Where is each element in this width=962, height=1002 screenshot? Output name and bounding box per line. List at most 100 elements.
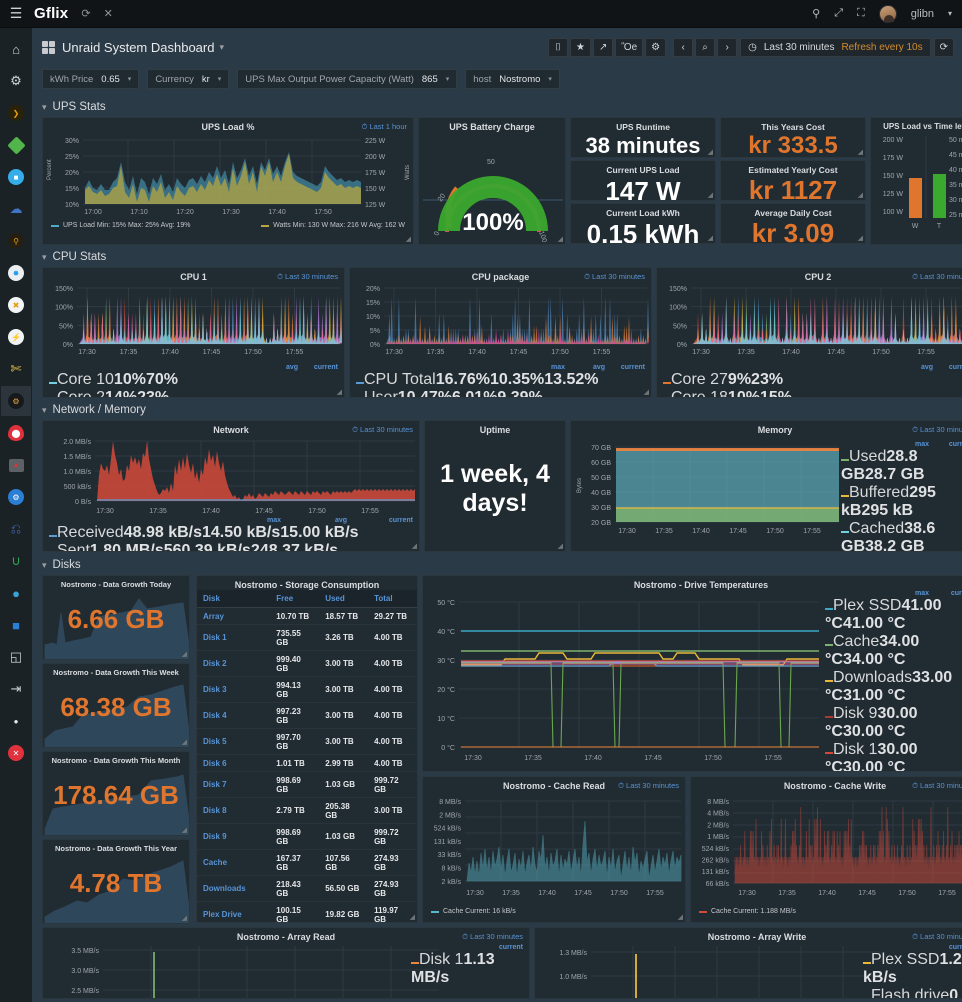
- panel-time-range[interactable]: ⏱ Last 30 minutes: [618, 781, 679, 790]
- table-row[interactable]: Array 10.70 TB 18.57 TB 29.27 TB: [197, 607, 417, 625]
- resize-handle[interactable]: ◢: [181, 827, 187, 834]
- legend-row[interactable]: Disk 130.00 °C30.00 °C: [825, 741, 962, 771]
- resize-handle[interactable]: ◢: [181, 739, 187, 746]
- panel-uptime[interactable]: Uptime 1 week, 4 days! ◢: [424, 420, 566, 552]
- user-name[interactable]: glibn: [910, 7, 934, 20]
- row-header-cpu-stats[interactable]: ▾ CPU Stats: [32, 247, 962, 267]
- panel-ups-load[interactable]: UPS Load % ⏱ Last 1 hour 30% 25% 20% 15% 10%…: [42, 117, 414, 245]
- zoom-out-button[interactable]: ⌕: [695, 37, 716, 57]
- resize-handle[interactable]: ◢: [857, 235, 863, 242]
- legend-row[interactable]: Plex SSD41.00 °C41.00 °C: [825, 597, 962, 633]
- cloud-icon[interactable]: ☁: [9, 201, 23, 216]
- panel-cache-write[interactable]: Nostromo - Cache Write ⏱ Last 30 minutes…: [690, 776, 962, 923]
- panel-cpu-package[interactable]: CPU package ⏱ Last 30 minutes 20% 15% 10% 5% 0…: [349, 267, 652, 398]
- panel-time-range[interactable]: ⏱ Last 30 minutes: [912, 781, 962, 790]
- uptime-icon[interactable]: ∪: [11, 553, 21, 568]
- resize-handle[interactable]: ◢: [557, 236, 563, 243]
- panel-storage-consumption[interactable]: Nostromo - Storage Consumption Disk Free U…: [196, 575, 418, 923]
- table-row[interactable]: Disk 4 997.23 GB 3.00 TB 4.00 TB: [197, 702, 417, 729]
- water-drop-icon[interactable]: ●: [12, 585, 20, 601]
- variable-kwh-price[interactable]: kWh Price 0.65 ▾: [42, 69, 140, 89]
- legend-row[interactable]: User10.47%6.01%9.39%: [356, 389, 645, 397]
- duplicati-icon[interactable]: ■: [12, 617, 20, 633]
- radarr-icon[interactable]: ✖: [1, 290, 31, 320]
- panel-time-range[interactable]: ⏱ Last 30 minutes: [584, 272, 645, 281]
- legend-row[interactable]: Core 1810%15%: [663, 389, 962, 397]
- panel-cpu2[interactable]: CPU 2 ⏱ Last 30 minutes 150% 100% 50% 0% 17:30…: [656, 267, 962, 398]
- resize-handle[interactable]: ◢: [707, 192, 713, 199]
- table-row[interactable]: Disk 6 1.01 TB 2.99 TB 4.00 TB: [197, 754, 417, 772]
- panel-array-write[interactable]: Nostromo - Array Write ⏱ Last 30 minutes…: [534, 927, 962, 999]
- unraid-icon[interactable]: ⚙: [1, 386, 31, 416]
- legend-row[interactable]: Downloads33.00 °C31.00 °C: [825, 669, 962, 705]
- panel-cache-read[interactable]: Nostromo - Cache Read ⏱ Last 30 minutes …: [422, 776, 686, 923]
- table-row[interactable]: Disk 5 997.70 GB 3.00 TB 4.00 TB: [197, 728, 417, 755]
- table-row[interactable]: Disk 9 998.69 GB 1.03 GB 999.72 GB: [197, 823, 417, 850]
- table-row[interactable]: Disk 1 735.55 GB 3.26 TB 4.00 TB: [197, 624, 417, 651]
- legend-row[interactable]: Core 279%23%: [663, 371, 962, 389]
- close-icon[interactable]: ✕: [103, 8, 113, 20]
- cache-write-legend[interactable]: Cache Current: 1.188 MB/s: [691, 906, 962, 917]
- resize-handle[interactable]: ◢: [707, 149, 713, 156]
- sonarr-icon[interactable]: ■: [1, 162, 31, 192]
- alert-icon[interactable]: ✕: [1, 738, 31, 768]
- panel-time-range[interactable]: ⏱ Last 30 minutes: [912, 932, 962, 941]
- panel-network[interactable]: Network ⏱ Last 30 minutes 2.0 MB/s 1.5 MB…: [42, 420, 420, 552]
- legend-row[interactable]: Flash drive0 B/s: [863, 987, 962, 998]
- bazarr-icon[interactable]: ⚡: [1, 322, 31, 352]
- add-panel-button[interactable]: ⌷: [548, 37, 568, 57]
- lidarr-icon[interactable]: ✸: [1, 258, 31, 288]
- panel-memory[interactable]: Memory ⏱ Last 30 minutes 70 GB 60 GB 50 GB…: [570, 420, 962, 552]
- legend-row[interactable]: Cache34.00 °C34.00 °C: [825, 633, 962, 669]
- panel-this-years-cost[interactable]: This Years Cost kr 333.5 ◢: [720, 117, 866, 158]
- refresh-button[interactable]: ⟳: [933, 37, 954, 57]
- resize-handle[interactable]: ◢: [411, 543, 417, 550]
- panel-data-growth-month[interactable]: Nostromo - Data Growth This Month 178.64 …: [42, 751, 190, 836]
- table-row[interactable]: Disk 3 994.13 GB 3.00 TB 4.00 TB: [197, 676, 417, 703]
- resize-handle[interactable]: ◢: [643, 389, 649, 396]
- share-button[interactable]: ↗: [592, 37, 614, 57]
- network-icon[interactable]: ⚙: [1, 482, 31, 512]
- hamburger-menu-icon[interactable]: ☰: [9, 5, 23, 21]
- star-button[interactable]: ★: [570, 37, 591, 57]
- panel-time-range[interactable]: ⏱ Last 30 minutes: [912, 272, 962, 281]
- variable-host[interactable]: host Nostromo ▾: [465, 69, 560, 89]
- resize-handle[interactable]: ◢: [677, 914, 683, 921]
- resize-handle[interactable]: ◢: [405, 236, 411, 243]
- legend-row[interactable]: Cached38.6 GB38.2 GB: [841, 520, 962, 551]
- legend-row[interactable]: Downloads471.86 kB/s: [411, 987, 523, 998]
- search-icon[interactable]: ⚲: [1, 226, 31, 256]
- table-row[interactable]: Plex Drive 100.15 GB 19.82 GB 119.97 GB: [197, 901, 417, 922]
- panel-time-range[interactable]: ⏱ Last 30 minutes: [277, 272, 338, 281]
- table-row[interactable]: Disk 7 998.69 GB 1.03 GB 999.72 GB: [197, 771, 417, 798]
- legend-row[interactable]: Sent1.80 MB/s560.39 kB/s248.37 kB/s: [49, 542, 413, 551]
- legend-row[interactable]: Core 214%23%: [49, 389, 338, 397]
- resize-handle[interactable]: ◢: [707, 235, 713, 242]
- plex-icon[interactable]: ❯: [1, 98, 31, 128]
- panel-time-range[interactable]: ⏱ Last 30 minutes: [912, 425, 962, 434]
- chevron-down-icon[interactable]: ▾: [219, 41, 224, 52]
- panel-time-range[interactable]: ⏱ Last 1 hour: [361, 122, 407, 131]
- legend-row[interactable]: Disk 930.00 °C30.00 °C: [825, 705, 962, 741]
- resize-handle[interactable]: ◢: [857, 192, 863, 199]
- location-pin-icon[interactable]: ⬤: [1, 418, 31, 448]
- resize-handle[interactable]: ◢: [181, 651, 187, 658]
- settings-icon[interactable]: ⚙: [10, 73, 22, 88]
- panel-time-range[interactable]: ⏱ Last 30 minutes: [352, 425, 413, 434]
- storage-table[interactable]: Disk Free Used Total Array 10.70 TB 18.57 TB 2…: [197, 590, 417, 922]
- legend-ups-load[interactable]: UPS Load Min: 15% Max: 25% Avg: 19%: [51, 222, 191, 229]
- panel-data-growth-week[interactable]: Nostromo - Data Growth This Week 68.38 GB…: [42, 663, 190, 748]
- resize-handle[interactable]: ◢: [557, 543, 563, 550]
- cast-icon[interactable]: ⛶: [857, 7, 865, 19]
- time-range-picker[interactable]: ◷ Last 30 minutes Refresh every 10s: [740, 37, 931, 57]
- resize-handle[interactable]: ◢: [409, 914, 415, 921]
- legend-row[interactable]: Used28.8 GB28.7 GB: [841, 448, 962, 484]
- save-button[interactable]: Ὃe: [615, 37, 644, 57]
- magnet-icon[interactable]: ⎌: [10, 521, 22, 536]
- panel-estimated-yearly-cost[interactable]: Estimated Yearly Cost kr 1127 ◢: [720, 160, 866, 201]
- legend-row[interactable]: Received48.98 kB/s14.50 kB/s15.00 kB/s: [49, 524, 413, 542]
- resize-handle[interactable]: ◢: [181, 915, 187, 922]
- row-header-network-memory[interactable]: ▾ Network / Memory: [32, 400, 962, 420]
- table-row[interactable]: Disk 2 999.40 GB 3.00 TB 4.00 TB: [197, 650, 417, 677]
- photos-icon[interactable]: ▲: [1, 450, 31, 480]
